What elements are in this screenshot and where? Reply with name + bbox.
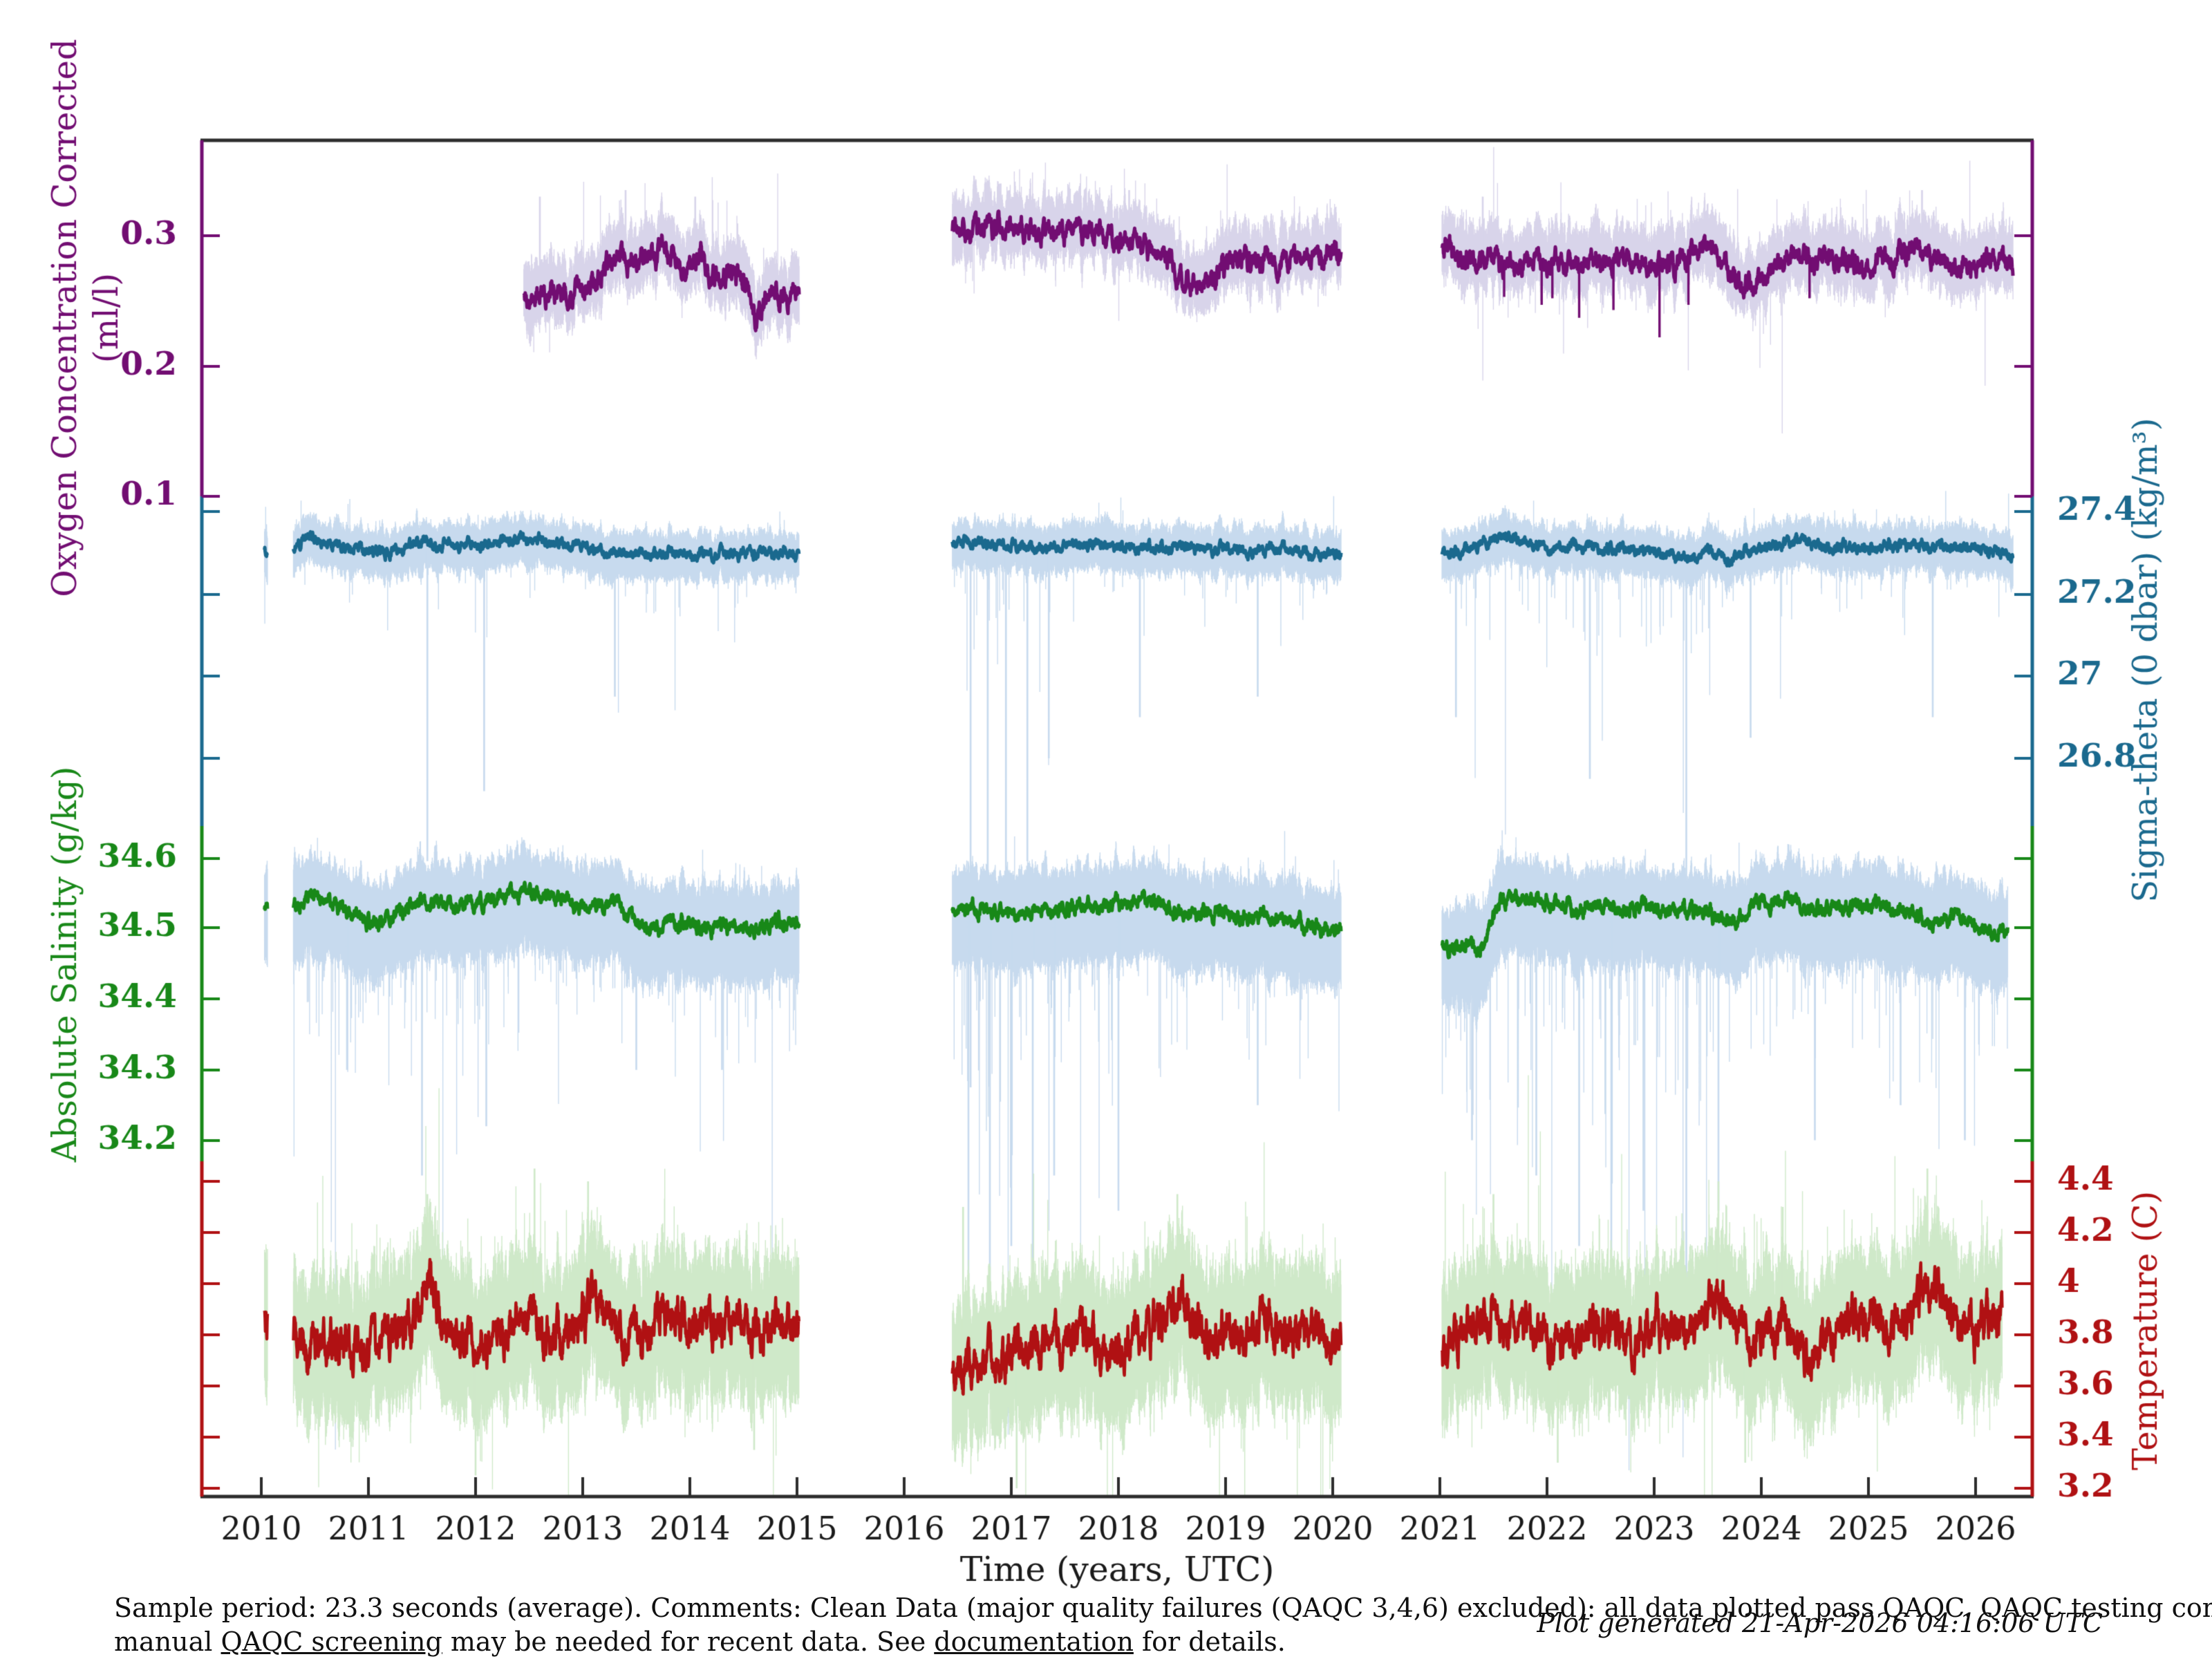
footer-comments-line-1: Sample period: 23.3 seconds (average). C… [114, 1593, 2212, 1623]
footer-text: may be needed for recent data. See [442, 1627, 935, 1657]
footer-text: manual [114, 1627, 221, 1657]
footer-link[interactable]: QAQC screening [221, 1627, 442, 1657]
footer-comments-line-2: manual QAQC screening may be needed for … [114, 1625, 2212, 1659]
footer-comments: Sample period: 23.3 seconds (average). C… [114, 1591, 2212, 1659]
footer-link[interactable]: documentation [934, 1627, 1134, 1657]
plot-generated-timestamp: Plot generated 21-Apr-2026 04:16:06 UTC [1537, 1608, 2103, 1638]
footer-text: for details. [1133, 1627, 1286, 1657]
